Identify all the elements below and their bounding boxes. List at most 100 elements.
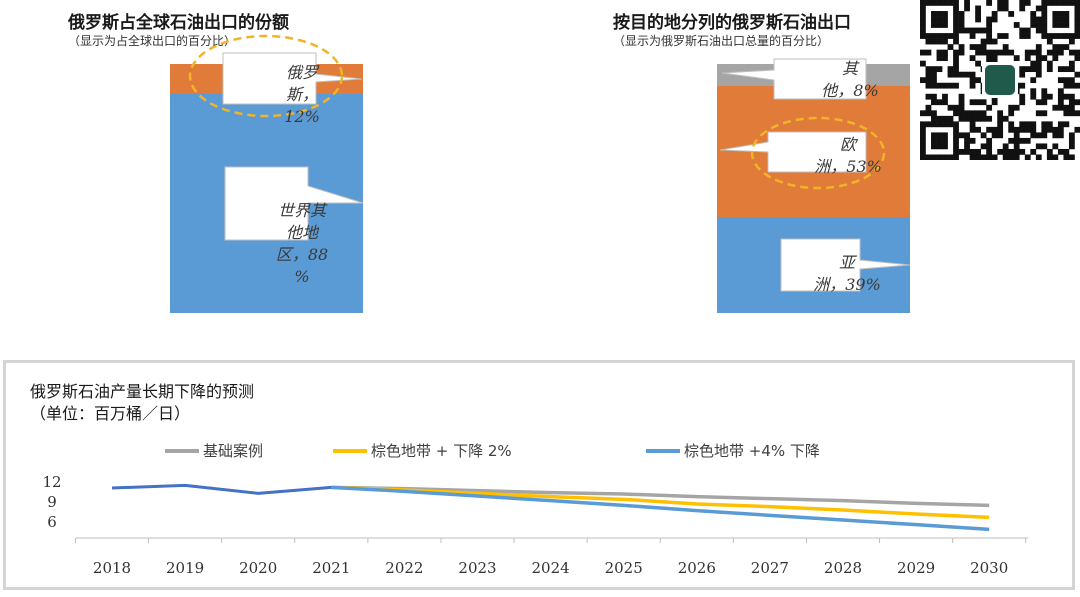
qr-module xyxy=(969,71,976,78)
qr-module xyxy=(1019,148,1026,155)
qr-module xyxy=(1035,110,1042,117)
qr-module xyxy=(969,27,976,34)
qr-module xyxy=(953,110,959,117)
series-line-0 xyxy=(331,485,990,508)
qr-module xyxy=(1013,143,1020,150)
qr-module xyxy=(1035,132,1042,139)
qr-module xyxy=(1002,115,1009,122)
qr-module xyxy=(925,0,932,6)
qr-module xyxy=(980,143,987,150)
qr-module xyxy=(1074,71,1080,78)
qr-module xyxy=(920,77,926,84)
qr-module xyxy=(1046,33,1053,39)
qr-module xyxy=(936,154,943,161)
qr-module xyxy=(986,126,993,133)
qr-code-graphic xyxy=(920,0,1080,161)
qr-module xyxy=(1035,60,1042,67)
qr-module xyxy=(925,110,932,117)
qr-module xyxy=(1041,126,1048,133)
qr-module xyxy=(1035,154,1042,161)
qr-module xyxy=(1046,49,1053,56)
qr-module xyxy=(953,49,959,56)
qr-module xyxy=(958,148,965,155)
qr-module xyxy=(942,137,948,144)
qr-module xyxy=(969,110,976,117)
qr-module xyxy=(1046,66,1053,73)
qr-module xyxy=(925,38,932,45)
qr-module xyxy=(1024,66,1031,73)
series-line-1 xyxy=(331,485,990,520)
qr-module xyxy=(925,33,932,39)
qr-module xyxy=(1046,148,1053,155)
x-tick-label: 2018 xyxy=(93,559,131,577)
qr-module xyxy=(1052,126,1059,133)
qr-module xyxy=(1068,154,1075,161)
qr-module xyxy=(1068,60,1075,67)
chart2-highlight-ellipse xyxy=(750,116,886,190)
qr-module xyxy=(1068,49,1075,56)
qr-module xyxy=(1035,27,1042,34)
qr-module xyxy=(980,154,987,161)
qr-module xyxy=(997,33,1004,39)
qr-module xyxy=(953,126,959,133)
qr-module xyxy=(1052,104,1059,111)
qr-module xyxy=(1019,33,1026,39)
qr-module xyxy=(953,60,959,67)
qr-module xyxy=(1052,11,1059,17)
qr-module xyxy=(1041,88,1048,95)
qr-module xyxy=(953,132,959,139)
qr-module xyxy=(920,154,926,161)
qr-module xyxy=(1057,93,1064,100)
qr-module xyxy=(1068,137,1075,144)
chart1-callout-rest-box xyxy=(224,166,364,241)
qr-module xyxy=(1030,49,1037,56)
qr-module xyxy=(1057,121,1064,128)
qr-module xyxy=(953,22,959,28)
qr-module xyxy=(1013,132,1020,139)
qr-module xyxy=(1030,132,1037,139)
qr-module xyxy=(991,132,998,139)
qr-module xyxy=(931,121,937,128)
qr-module xyxy=(1063,93,1070,100)
qr-module xyxy=(953,82,959,89)
qr-module xyxy=(1074,11,1080,17)
qr-module xyxy=(1008,110,1015,117)
qr-module xyxy=(920,143,926,150)
qr-module xyxy=(1035,143,1042,150)
legend-label-brownfield-2: 棕色地带 + 下降 2% xyxy=(371,442,512,460)
qr-module xyxy=(936,66,943,73)
qr-module xyxy=(953,5,959,12)
qr-module xyxy=(969,137,976,144)
qr-module xyxy=(947,115,954,122)
qr-module xyxy=(980,115,987,122)
qr-module xyxy=(1013,154,1020,161)
qr-module xyxy=(991,154,998,161)
qr-module xyxy=(1074,55,1080,61)
qr-module xyxy=(1057,33,1064,39)
qr-module xyxy=(1041,110,1048,117)
qr-module xyxy=(942,16,948,23)
qr-module xyxy=(1030,121,1037,128)
qr-module xyxy=(1052,143,1059,150)
qr-module xyxy=(1024,121,1031,128)
qr-module xyxy=(1063,66,1070,73)
qr-module xyxy=(1041,16,1048,23)
qr-module xyxy=(1030,93,1037,100)
x-tick-label: 2022 xyxy=(385,559,423,577)
qr-module xyxy=(1019,137,1026,144)
qr-module xyxy=(931,11,937,17)
qr-module xyxy=(953,33,959,39)
x-tick-label: 2027 xyxy=(751,559,789,577)
qr-module xyxy=(1063,16,1070,23)
qr-module xyxy=(991,49,998,56)
qr-module xyxy=(1063,121,1070,128)
chart2-label-asia: 亚 洲，39% xyxy=(813,253,881,294)
chart2-title: 按目的地分列的俄罗斯石油出口 xyxy=(613,13,851,33)
qr-module xyxy=(975,154,981,161)
qr-module xyxy=(942,115,948,122)
qr-module xyxy=(1019,93,1026,100)
legend-swatch-base-case xyxy=(165,448,199,453)
legend-swatch-brownfield-4 xyxy=(646,448,680,453)
qr-module xyxy=(1074,5,1080,12)
qr-module xyxy=(975,16,981,23)
